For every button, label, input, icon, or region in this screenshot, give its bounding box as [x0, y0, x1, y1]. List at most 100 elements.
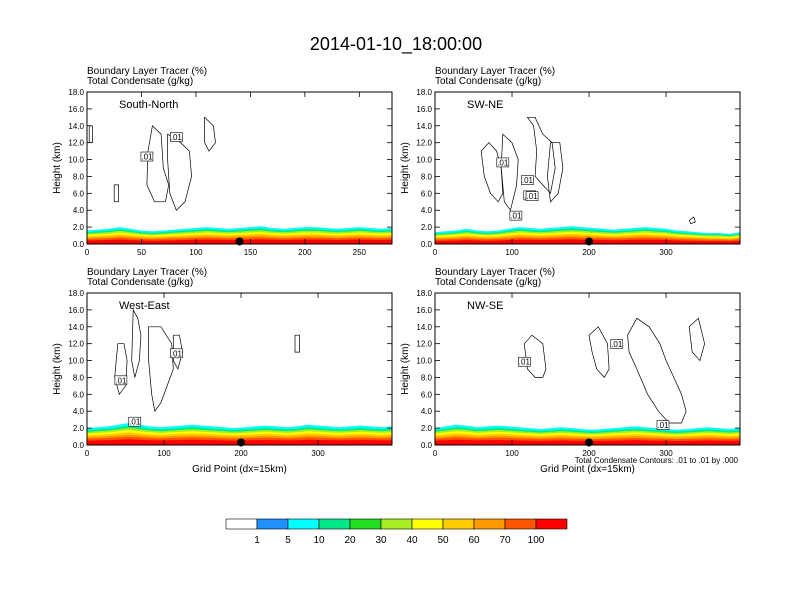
colorbar-swatch: [504, 518, 537, 530]
x-axis-label: Grid Point (dx=15km): [192, 464, 287, 475]
y-tick-label: 8.0: [421, 172, 433, 181]
y-tick-label: 14.0: [416, 323, 432, 332]
condensate-contour: [627, 317, 687, 424]
condensate-contour: [526, 116, 556, 195]
colorbar-label: 100: [528, 535, 545, 546]
y-axis-label: Height (km): [400, 142, 411, 194]
y-tick-label: 4.0: [73, 407, 85, 416]
colorbar-swatch: [411, 518, 444, 530]
colorbar-label: 1: [254, 535, 260, 546]
y-tick-label: 10.0: [68, 357, 84, 366]
panel-label: West-East: [119, 300, 170, 312]
panel-nw-se: Boundary Layer Tracer (%)Total Condensat…: [400, 267, 741, 475]
y-tick-label: 18.0: [416, 289, 432, 298]
panel-label: SW-NE: [467, 99, 503, 111]
panel-title: Boundary Layer Tracer (%): [435, 66, 555, 77]
x-tick-label: 300: [659, 248, 673, 257]
x-tick-label: 200: [582, 248, 596, 257]
colorbar-swatch: [287, 518, 320, 530]
condensate-contour: [113, 184, 119, 203]
y-tick-label: 18.0: [68, 88, 84, 97]
contour-label: .01: [526, 192, 538, 201]
contour-label-box: [525, 191, 539, 202]
panel-title: Boundary Layer Tracer (%): [87, 267, 207, 278]
contour-label-box: [170, 132, 183, 142]
colorbar-label: 40: [406, 535, 418, 546]
y-tick-label: 8.0: [421, 373, 433, 382]
x-tick-label: 200: [298, 248, 312, 257]
plot-frame: [434, 91, 741, 245]
y-axis-label: Height (km): [52, 142, 63, 194]
y-tick-label: 8.0: [73, 172, 85, 181]
colorbar-label: 60: [468, 535, 480, 546]
x-tick-label: 50: [137, 248, 146, 257]
y-tick-label: 18.0: [416, 88, 432, 97]
y-tick-label: 16.0: [416, 105, 432, 114]
colorbar-label: 10: [313, 535, 325, 546]
colorbar-label: 5: [285, 535, 291, 546]
condensate-contour: [688, 216, 696, 225]
contour-label-box: [128, 416, 142, 427]
x-tick-label: 300: [659, 449, 673, 458]
contour-label-box: [114, 375, 128, 386]
y-tick-label: 10.0: [68, 156, 84, 165]
contour-label-box: [518, 356, 531, 367]
x-tick-label: 100: [505, 449, 519, 458]
condensate-contour: [500, 133, 519, 212]
x-tick-label: 250: [353, 248, 367, 257]
y-tick-label: 10.0: [416, 357, 432, 366]
y-tick-label: 12.0: [416, 139, 432, 148]
contour-footnote: Total Condensate Contours: .01 to .01 by…: [575, 456, 739, 465]
y-tick-label: 14.0: [68, 323, 84, 332]
x-tick-label: 300: [311, 449, 325, 458]
condensate-contour: [131, 308, 142, 378]
condensate-contour: [88, 125, 93, 144]
condensate-contour: [167, 133, 192, 211]
contour-label: .01: [510, 212, 522, 221]
condensate-contour: [547, 142, 564, 203]
colorbar-swatch: [442, 518, 475, 530]
colorbar-label: 20: [344, 535, 356, 546]
colorbar-swatch: [256, 518, 289, 530]
x-tick-label: 100: [505, 248, 519, 257]
x-tick-label: 150: [244, 248, 258, 257]
colorbar-label: 30: [375, 535, 387, 546]
contour-label-box: [496, 157, 510, 168]
y-tick-label: 0.0: [421, 441, 433, 450]
panels: Boundary Layer Tracer (%)Total Condensat…: [52, 66, 741, 475]
y-tick-label: 16.0: [68, 306, 84, 315]
y-tick-label: 14.0: [68, 122, 84, 131]
panel-subtitle: Total Condensate (g/kg): [435, 277, 541, 288]
y-tick-label: 10.0: [416, 156, 432, 165]
colorbar-swatch: [535, 518, 568, 530]
contour-label: .01: [141, 153, 153, 162]
y-axis-label: Height (km): [400, 343, 411, 395]
y-tick-label: 4.0: [73, 206, 85, 215]
y-tick-label: 16.0: [416, 306, 432, 315]
condensate-contour: [480, 142, 504, 203]
contour-label: .01: [171, 133, 183, 142]
contour-label: .01: [611, 340, 623, 349]
y-tick-label: 2.0: [421, 424, 433, 433]
plot-frame: [86, 91, 393, 245]
x-tick-label: 0: [85, 248, 90, 257]
contour-label: .01: [129, 418, 141, 427]
y-tick-label: 2.0: [421, 223, 433, 232]
y-tick-label: 16.0: [68, 105, 84, 114]
contour-label-box: [610, 339, 624, 349]
colorbar-swatch: [318, 518, 351, 530]
condensate-contour: [114, 343, 128, 396]
figure-title: 2014-01-10_18:00:00: [310, 34, 482, 55]
colorbar: 1 5 10 20 30 40 50 60 70 100: [225, 518, 568, 546]
panel-subtitle: Total Condensate (g/kg): [87, 277, 193, 288]
y-tick-label: 2.0: [73, 424, 85, 433]
condensate-contour: [688, 317, 705, 362]
contour-label: .01: [519, 358, 531, 367]
y-tick-label: 0.0: [73, 441, 85, 450]
y-tick-label: 2.0: [73, 223, 85, 232]
x-tick-label: 200: [234, 449, 248, 458]
contour-label: .01: [115, 376, 127, 385]
condensate-contour: [294, 334, 300, 353]
x-tick-label: 0: [85, 449, 90, 458]
